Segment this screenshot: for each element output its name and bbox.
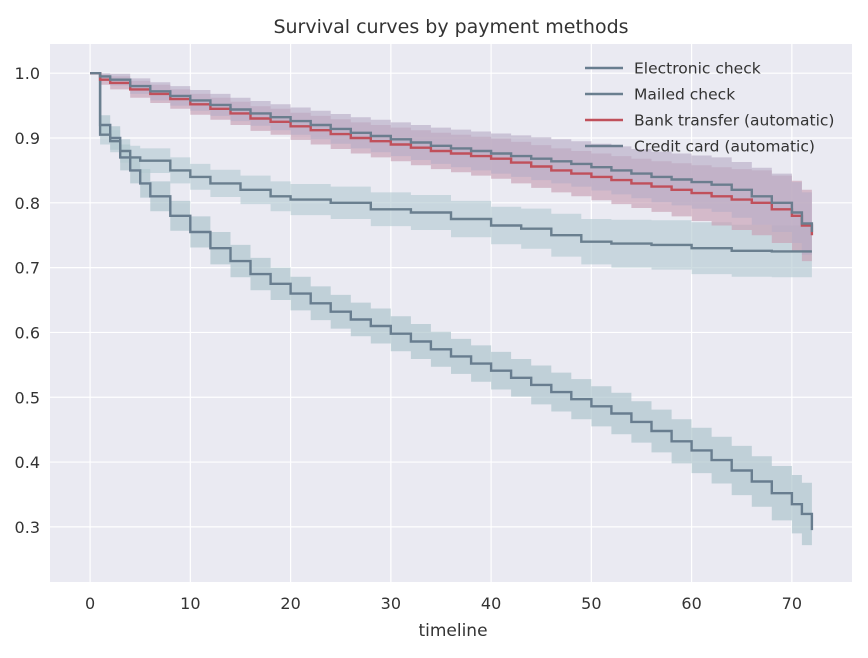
mailed-check-confidence-band <box>90 73 812 278</box>
y-tick-label: 0.9 <box>15 129 40 148</box>
y-tick-label: 0.5 <box>15 388 40 407</box>
x-tick-label: 60 <box>681 594 701 613</box>
x-tick-label: 70 <box>782 594 802 613</box>
x-tick-label: 40 <box>481 594 501 613</box>
mailed-check-line <box>90 72 812 253</box>
electronic-check-line <box>90 72 814 531</box>
y-tick-label: 0.3 <box>15 518 40 537</box>
y-tick-label: 1.0 <box>15 64 40 83</box>
y-tick-label: 0.4 <box>15 453 40 472</box>
x-tick-label: 30 <box>381 594 401 613</box>
electronic-check-confidence-band <box>90 73 812 557</box>
legend-label: Electronic check <box>634 60 761 78</box>
y-axis-ticks: 0.3 0.4 0.5 0.6 0.7 0.8 0.9 1.0 <box>15 64 40 537</box>
x-tick-label: 50 <box>581 594 601 613</box>
x-tick-label: 10 <box>180 594 200 613</box>
y-tick-label: 0.7 <box>15 259 40 278</box>
credit-card-automatic-line <box>90 72 814 232</box>
x-axis-ticks: 0 10 20 30 40 50 60 70 <box>85 594 802 613</box>
legend-label: Credit card (automatic) <box>634 138 815 156</box>
bank-transfer-automatic-line <box>90 72 814 236</box>
y-tick-label: 0.8 <box>15 194 40 213</box>
x-tick-label: 20 <box>280 594 300 613</box>
legend: Electronic check Mailed check Bank transfe… <box>585 60 834 156</box>
chart-title: Survival curves by payment methods <box>273 16 628 38</box>
legend-label: Mailed check <box>634 86 735 104</box>
x-axis-label: timeline <box>418 621 487 641</box>
x-tick-label: 0 <box>85 594 95 613</box>
survival-lines <box>90 72 814 531</box>
legend-label: Bank transfer (automatic) <box>634 112 834 130</box>
y-tick-label: 0.6 <box>15 323 40 342</box>
